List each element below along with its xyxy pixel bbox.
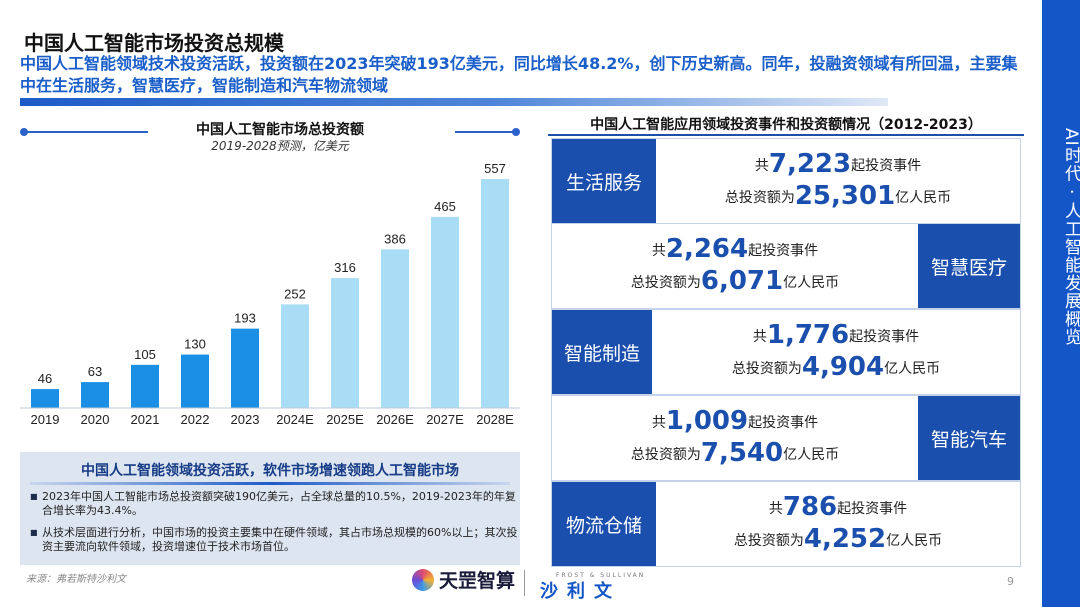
source-note: 来源：弗若斯特沙利文 — [26, 574, 126, 585]
tiangang-logo-text: 天罡智算 — [439, 570, 516, 592]
amount-line: 总投资额为6,071亿人民币 — [630, 266, 840, 296]
amount-value: 6,071 — [700, 266, 784, 296]
data-label-2020: 63 — [88, 364, 102, 379]
side-label: AI时代 · 人工智能发展概览 — [1061, 128, 1080, 346]
bar-2021 — [131, 364, 159, 408]
sector-row-logistics-warehousing: 物流仓储 共786起投资事件 总投资额为4,252亿人民币 — [551, 481, 1021, 567]
page-title: 中国人工智能市场投资总规模 — [24, 31, 284, 55]
bar-2028E — [481, 179, 509, 408]
amount-value: 7,540 — [700, 438, 784, 468]
summary-divider — [30, 482, 510, 485]
bar-2025E — [331, 278, 359, 408]
chart-subtitle: 2019-2028预测，亿美元 — [211, 139, 349, 153]
sector-tag: 智能汽车 — [918, 396, 1020, 480]
amount-line: 总投资额为7,540亿人民币 — [630, 438, 840, 468]
summary-box: 中国人工智能领域投资活跃，软件市场增速领跑人工智能市场 2023年中国人工智能市… — [20, 452, 520, 565]
right-panel-rule — [548, 134, 1024, 136]
amount-line: 总投资额为4,904亿人民币 — [731, 352, 941, 382]
page-number: 9 — [1007, 575, 1014, 588]
data-label-2025E: 316 — [334, 260, 356, 275]
data-label-2019: 46 — [38, 371, 52, 386]
sector-row-smart-healthcare: 共2,264起投资事件 总投资额为6,071亿人民币 智慧医疗 — [551, 223, 1021, 309]
x-tick-2026E: 2026E — [376, 412, 414, 427]
events-count: 1,776 — [766, 320, 850, 350]
x-tick-2027E: 2027E — [426, 412, 464, 427]
chart-decoration-line-right — [455, 131, 515, 133]
bar-2020 — [81, 382, 109, 408]
events-count: 7,223 — [768, 149, 852, 179]
chart-title: 中国人工智能市场总投资额 — [196, 122, 364, 138]
sector-info: 共1,009起投资事件 总投资额为7,540亿人民币 — [552, 396, 918, 480]
events-line: 共7,223起投资事件 — [754, 149, 922, 179]
chart-decoration-line-left — [24, 131, 148, 133]
bar-2022 — [181, 354, 209, 408]
x-tick-2028E: 2028E — [476, 412, 514, 427]
sector-tag: 智慧医疗 — [918, 224, 1020, 308]
amount-value: 25,301 — [794, 181, 896, 211]
frost-sullivan-logo: 沙利文 — [540, 581, 621, 602]
x-tick-2024E: 2024E — [276, 412, 314, 427]
sector-row-smart-manufacturing: 智能制造 共1,776起投资事件 总投资额为4,904亿人民币 — [551, 309, 1021, 395]
sector-tag: 智能制造 — [552, 310, 652, 394]
sector-tag: 生活服务 — [552, 139, 656, 223]
amount-value: 4,252 — [803, 524, 887, 554]
bar-2023 — [231, 328, 259, 408]
side-band: AI时代 · 人工智能发展概览 — [1042, 0, 1080, 607]
data-label-2022: 130 — [184, 337, 206, 352]
x-tick-2019: 2019 — [31, 412, 60, 427]
data-label-2023: 193 — [234, 311, 256, 326]
bar-2026E — [381, 249, 409, 408]
events-count: 2,264 — [665, 234, 749, 264]
page-subtitle: 中国人工智能领域技术投资活跃，投资额在2023年突破193亿美元，同比增长48.… — [20, 54, 1018, 95]
x-tick-2023: 2023 — [231, 412, 260, 427]
sector-info: 共7,223起投资事件 总投资额为25,301亿人民币 — [656, 139, 1020, 223]
sector-row-life-services: 生活服务 共7,223起投资事件 总投资额为25,301亿人民币 — [551, 138, 1021, 224]
events-line: 共1,009起投资事件 — [651, 406, 819, 436]
events-count: 786 — [782, 492, 838, 522]
frost-sullivan-logo-small: FROST & SULLIVAN — [556, 572, 646, 579]
summary-bullet-2: 从技术层面进行分析，中国市场的投资主要集中在硬件领域，其占市场总规模的60%以上… — [30, 526, 520, 554]
chart-decoration-dot-right — [512, 128, 520, 136]
data-label-2021: 105 — [134, 347, 156, 362]
summary-heading: 中国人工智能领域投资活跃，软件市场增速领跑人工智能市场 — [81, 463, 459, 479]
sector-info: 共786起投资事件 总投资额为4,252亿人民币 — [656, 482, 1020, 566]
events-count: 1,009 — [665, 406, 749, 436]
bar-2019 — [31, 389, 59, 408]
bar-2024E — [281, 304, 309, 408]
sector-info: 共2,264起投资事件 总投资额为6,071亿人民币 — [552, 224, 918, 308]
events-line: 共1,776起投资事件 — [752, 320, 920, 350]
events-line: 共786起投资事件 — [768, 492, 908, 522]
data-label-2024E: 252 — [284, 286, 306, 301]
data-label-2026E: 386 — [384, 231, 406, 246]
amount-line: 总投资额为4,252亿人民币 — [733, 524, 943, 554]
title-underline — [20, 98, 888, 106]
bar-2027E — [431, 216, 459, 408]
x-tick-2022: 2022 — [181, 412, 210, 427]
events-line: 共2,264起投资事件 — [651, 234, 819, 264]
sector-info: 共1,776起投资事件 总投资额为4,904亿人民币 — [652, 310, 1020, 394]
sector-row-smart-vehicles: 共1,009起投资事件 总投资额为7,540亿人民币 智能汽车 — [551, 395, 1021, 481]
tiangang-logo: 天罡智算 — [412, 566, 515, 593]
logo-separator — [524, 570, 525, 596]
summary-bullet-1: 2023年中国人工智能市场总投资额突破190亿美元，占全球总量的10.5%，20… — [30, 490, 520, 518]
data-label-2027E: 465 — [434, 199, 456, 214]
amount-line: 总投资额为25,301亿人民币 — [724, 181, 952, 211]
x-tick-2020: 2020 — [81, 412, 110, 427]
x-tick-2021: 2021 — [131, 412, 160, 427]
tiangang-logo-mark-icon — [412, 568, 434, 591]
investment-bar-chart: 46 2019 63 2020 105 2021 130 2022 193 2023 252 2024… — [20, 161, 520, 427]
amount-value: 4,904 — [801, 352, 885, 382]
data-label-2028E: 557 — [484, 161, 506, 176]
sector-tag: 物流仓储 — [552, 482, 656, 566]
right-panel-title: 中国人工智能应用领域投资事件和投资额情况（2012-2023） — [590, 117, 982, 133]
x-tick-2025E: 2025E — [326, 412, 364, 427]
